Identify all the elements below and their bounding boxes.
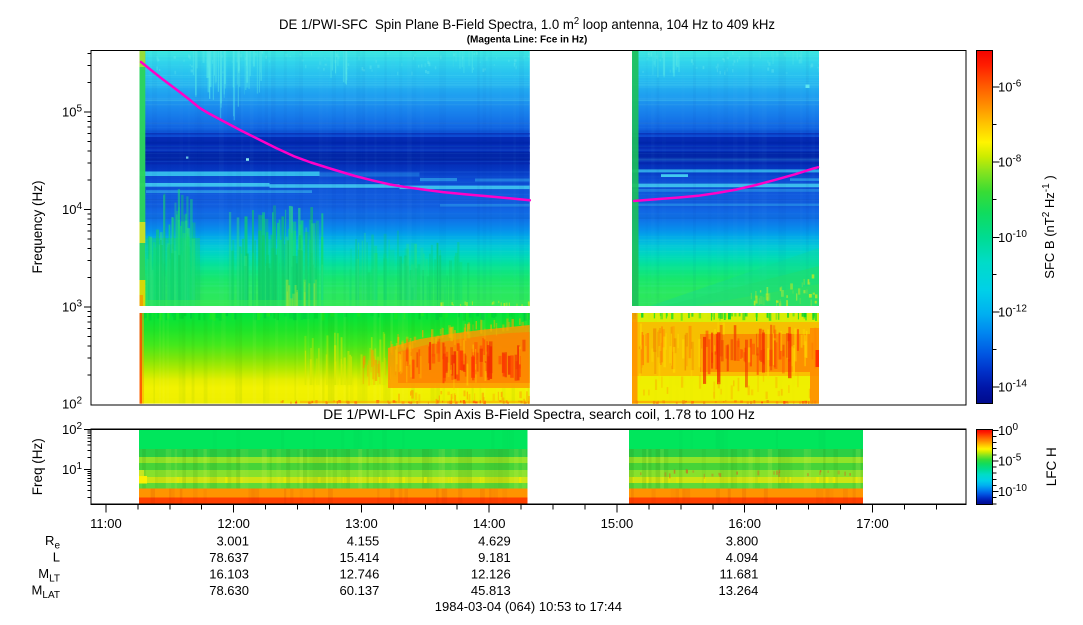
svg-text:DE 1/PWI-LFC Spin Axis B-Fiel: DE 1/PWI-LFC Spin Axis B-Field Spectra, … [323, 406, 755, 422]
svg-text:13:00: 13:00 [345, 516, 378, 531]
svg-text:11:00: 11:00 [90, 516, 122, 531]
svg-text:102: 102 [62, 396, 82, 412]
svg-text:78.630: 78.630 [209, 583, 249, 598]
svg-text:10-10: 10-10 [998, 483, 1027, 499]
svg-text:L: L [53, 550, 60, 565]
svg-text:78.637: 78.637 [209, 550, 249, 565]
svg-text:45.813: 45.813 [471, 583, 511, 598]
svg-text:3.001: 3.001 [216, 534, 249, 549]
svg-text:12.126: 12.126 [471, 567, 511, 582]
svg-text:LFC H: LFC H [1044, 447, 1059, 486]
svg-text:1984-03-04 (064) 10:53 to 17:4: 1984-03-04 (064) 10:53 to 17:44 [435, 599, 622, 614]
svg-text:15:00: 15:00 [601, 516, 634, 531]
svg-text:13.264: 13.264 [719, 583, 759, 598]
svg-text:Frequency (Hz): Frequency (Hz) [30, 180, 45, 273]
svg-text:12.746: 12.746 [340, 567, 380, 582]
svg-text:10-14: 10-14 [998, 379, 1027, 395]
svg-text:4.094: 4.094 [726, 550, 759, 565]
svg-text:17:00: 17:00 [856, 516, 889, 531]
svg-text:MLT: MLT [38, 566, 60, 585]
svg-text:10-12: 10-12 [998, 304, 1027, 320]
svg-text:4.629: 4.629 [478, 534, 511, 549]
svg-text:11.681: 11.681 [720, 567, 759, 582]
svg-text:(Magenta Line: Fce in Hz): (Magenta Line: Fce in Hz) [467, 35, 588, 46]
svg-text:DE 1/PWI-SFC Spin Plane B-Fie: DE 1/PWI-SFC Spin Plane B-Field Spectra,… [279, 16, 775, 32]
svg-text:15.414: 15.414 [340, 550, 380, 565]
svg-text:16.103: 16.103 [209, 567, 249, 582]
svg-text:60.137: 60.137 [340, 583, 380, 598]
svg-text:10-6: 10-6 [998, 79, 1022, 95]
svg-text:16:00: 16:00 [728, 516, 761, 531]
svg-text:10-5: 10-5 [998, 452, 1022, 468]
svg-text:3.800: 3.800 [726, 534, 759, 549]
svg-text:103: 103 [62, 299, 82, 315]
svg-text:9.181: 9.181 [478, 550, 511, 565]
svg-text:Freq (Hz): Freq (Hz) [30, 438, 45, 495]
svg-text:100: 100 [998, 422, 1018, 438]
svg-text:102: 102 [62, 421, 82, 437]
svg-text:4.155: 4.155 [347, 534, 380, 549]
svg-text:105: 105 [62, 104, 82, 120]
svg-text:12:00: 12:00 [217, 516, 250, 531]
svg-text:SFC B (nT2 Hz-1 ): SFC B (nT2 Hz-1 ) [1041, 175, 1057, 278]
svg-text:Re: Re [45, 533, 60, 552]
svg-text:MLAT: MLAT [32, 583, 60, 602]
svg-text:10-8: 10-8 [998, 154, 1022, 170]
svg-text:101: 101 [62, 461, 82, 477]
svg-text:14:00: 14:00 [473, 516, 506, 531]
svg-text:104: 104 [62, 201, 82, 217]
svg-text:10-10: 10-10 [998, 229, 1027, 245]
